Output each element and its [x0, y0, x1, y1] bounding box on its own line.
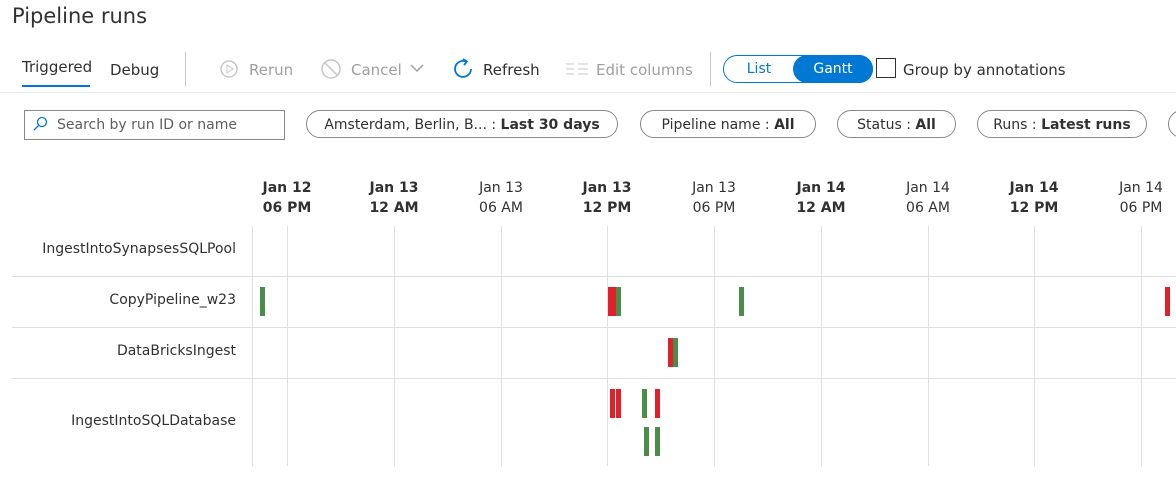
filter-pill[interactable]: Pipeline name : All [640, 110, 816, 138]
filter-label: Status : [857, 117, 911, 133]
column-time: 06 AM [479, 200, 523, 216]
list-option[interactable]: List [746, 61, 772, 77]
grid-line [1141, 226, 1142, 466]
run-bar[interactable] [655, 427, 660, 456]
run-bar[interactable] [612, 287, 617, 316]
chevron[interactable] [409, 62, 425, 74]
rerun-icon [220, 60, 238, 78]
columns-icon [566, 63, 588, 75]
filter-label: Pipeline name : [661, 117, 770, 133]
run-bar[interactable] [616, 287, 621, 316]
column-time: 12 PM [582, 200, 632, 216]
run-bar[interactable] [616, 389, 621, 418]
column-time: 06 PM [262, 200, 312, 216]
divider [0, 92, 1176, 93]
run-bar[interactable] [644, 427, 649, 456]
tab[interactable]: Debug [110, 61, 160, 79]
run-bar[interactable] [673, 338, 678, 367]
row-separator [12, 378, 1176, 379]
filter-value: Last 30 days [500, 117, 600, 133]
grid-line [1034, 226, 1035, 466]
cancel-button[interactable]: Cancel [351, 61, 402, 79]
column-time: 06 PM [692, 200, 736, 216]
filter-pill[interactable]: Status : All [837, 110, 956, 138]
column-date: Jan 13 [479, 180, 523, 196]
row-separator [12, 276, 1176, 277]
page-title: Pipeline runs [12, 4, 148, 28]
column-time: 06 PM [1119, 200, 1163, 216]
run-bar[interactable] [642, 389, 647, 418]
column-date: Jan 14 [1119, 180, 1163, 196]
run-bar[interactable] [739, 287, 744, 316]
grid-line [501, 226, 502, 466]
edit-columns-button[interactable]: Edit columns [596, 61, 693, 79]
cancel-icon [321, 59, 341, 79]
column-date: Jan 12 [262, 180, 312, 196]
grid-line [287, 226, 288, 466]
grid-line [252, 226, 253, 466]
column-time: 06 AM [906, 200, 950, 216]
filter-value: Latest runs [1041, 117, 1131, 133]
run-bar[interactable] [668, 338, 673, 367]
grid-line [394, 226, 395, 466]
grid-line [821, 226, 822, 466]
pill-partial[interactable] [1168, 110, 1176, 138]
filter-label: Runs : [993, 117, 1037, 133]
run-bar[interactable] [610, 389, 615, 418]
filter-value: All [915, 117, 936, 133]
grid-line [928, 226, 929, 466]
group-by-label[interactable]: Group by annotations [903, 61, 1066, 79]
column-date: Jan 14 [906, 180, 950, 196]
column-time: 12 AM [796, 200, 846, 216]
row-label: IngestIntoSQLDatabase [71, 413, 236, 429]
search-box[interactable] [24, 110, 285, 140]
row-label: DataBricksIngest [116, 343, 236, 359]
filter-value: All [774, 117, 795, 133]
refresh-icon [454, 58, 472, 78]
search-placeholder: Search by run ID or name [57, 117, 237, 133]
tab[interactable]: Triggered [22, 58, 93, 76]
row-separator [12, 327, 1176, 328]
rerun-button[interactable]: Rerun [249, 61, 294, 79]
grid-line [607, 226, 608, 466]
column-time: 12 AM [369, 200, 419, 216]
refresh-button[interactable]: Refresh [483, 61, 540, 79]
column-date: Jan 14 [1009, 180, 1059, 196]
separator [710, 52, 711, 86]
filter-pill[interactable]: Amsterdam, Berlin, B... : Last 30 days [306, 110, 618, 138]
run-bar[interactable] [608, 287, 613, 316]
filter-pill[interactable]: Runs : Latest runs [977, 110, 1147, 138]
tab-underline [22, 85, 90, 87]
run-bar[interactable] [1165, 287, 1170, 316]
separator [185, 52, 186, 86]
run-bar[interactable] [260, 287, 265, 316]
search-icon [33, 116, 48, 131]
column-date: Jan 13 [369, 180, 419, 196]
column-date: Jan 13 [582, 180, 632, 196]
checkbox[interactable] [876, 58, 896, 78]
row-label: CopyPipeline_w23 [109, 292, 236, 308]
grid-line [714, 226, 715, 466]
gantt-option[interactable]: Gantt [793, 55, 873, 83]
column-date: Jan 13 [692, 180, 736, 196]
filter-label: Amsterdam, Berlin, B... : [324, 117, 497, 133]
row-label: IngestIntoSynapsesSQLPool [42, 241, 236, 257]
column-date: Jan 14 [796, 180, 846, 196]
column-time: 12 PM [1009, 200, 1059, 216]
run-bar[interactable] [655, 389, 660, 418]
